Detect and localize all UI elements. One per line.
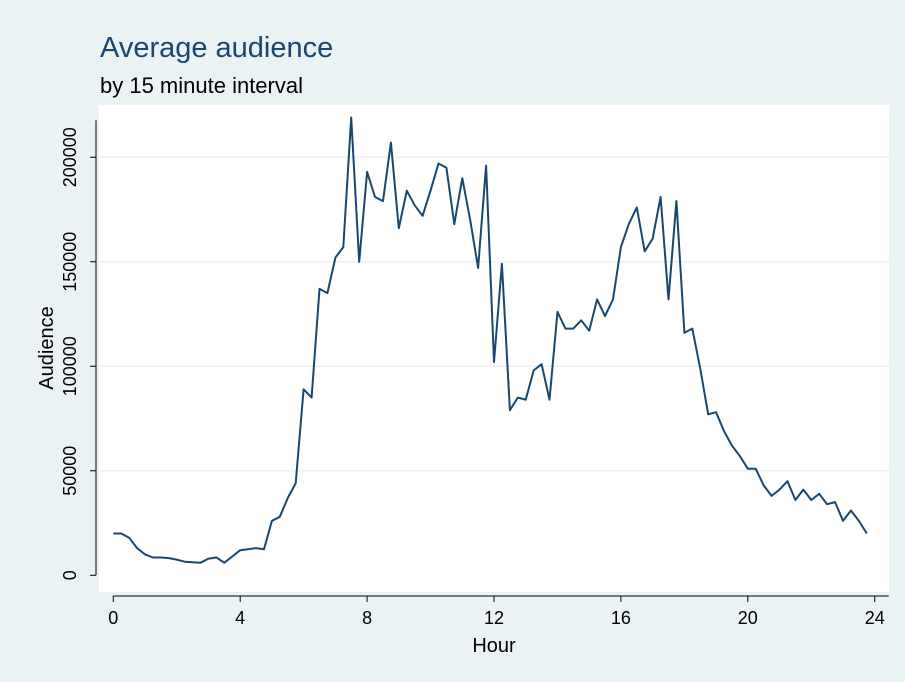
- y-tick-label: 50000: [60, 446, 80, 496]
- x-tick-label: 8: [362, 608, 372, 628]
- y-tick-label: 0: [60, 570, 80, 580]
- series-line: [113, 116, 868, 564]
- x-tick-label: 4: [235, 608, 245, 628]
- x-tick-label: 12: [484, 608, 504, 628]
- y-tick-label: 100000: [60, 336, 80, 396]
- chart-subtitle: by 15 minute interval: [100, 73, 303, 98]
- x-tick-label: 20: [738, 608, 758, 628]
- y-tick-label: 200000: [60, 127, 80, 187]
- tick-labels: 0 50000 100000 150000 200000 0 4 8 12 16 20 24: [60, 127, 885, 628]
- x-tick-label: 16: [611, 608, 631, 628]
- y-axis-title: Audience: [36, 306, 58, 389]
- y-tick-label: 150000: [60, 232, 80, 292]
- x-tick-label: 24: [865, 608, 885, 628]
- axes: [90, 120, 889, 602]
- chart-title: Average audience: [100, 32, 333, 64]
- x-axis-title: Hour: [472, 635, 516, 657]
- x-tick-label: 0: [108, 608, 118, 628]
